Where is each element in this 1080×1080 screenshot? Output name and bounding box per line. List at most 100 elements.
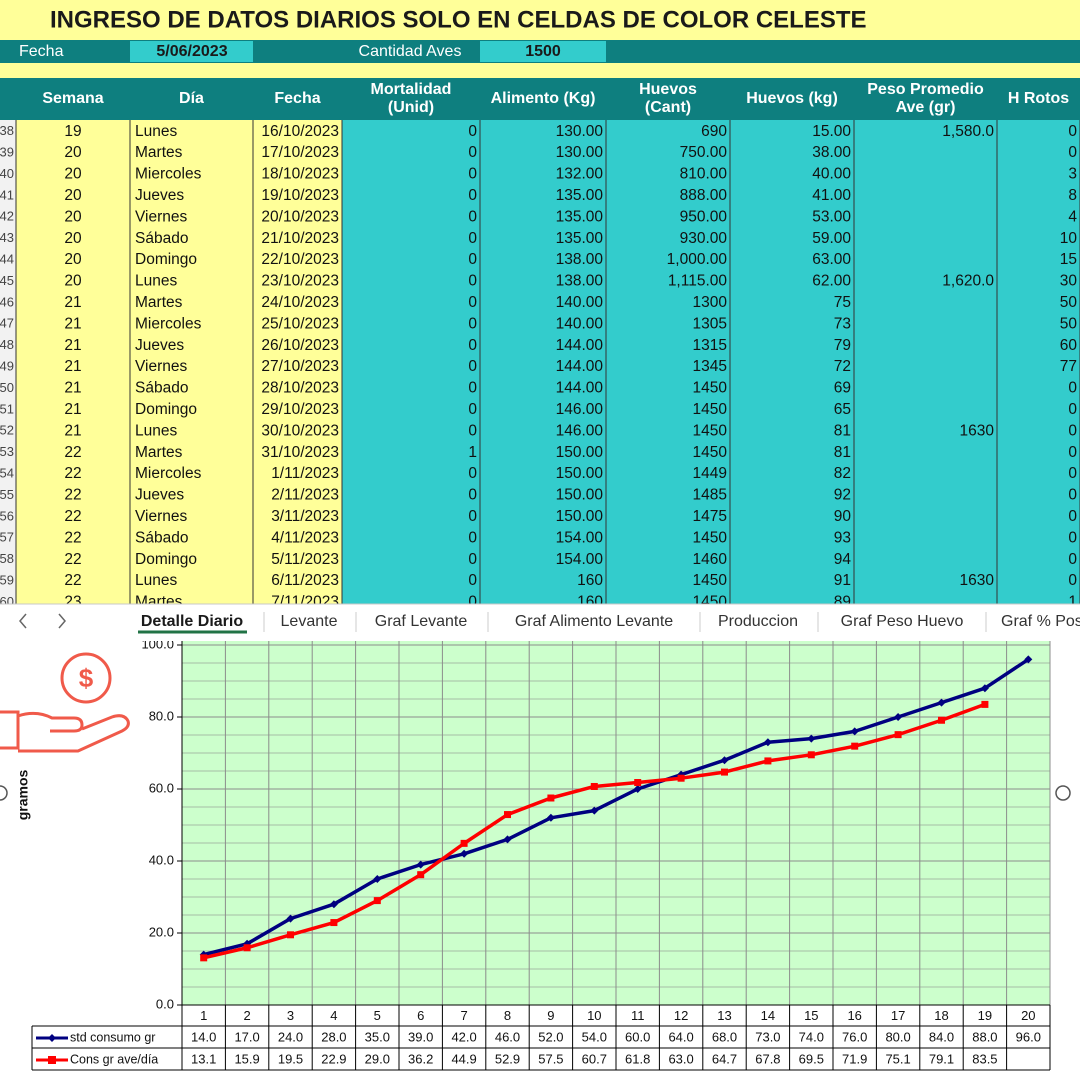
column-fill <box>730 120 854 604</box>
cell: 91 <box>834 572 851 589</box>
cell: 20 <box>64 166 82 183</box>
cell: 0 <box>1068 508 1077 525</box>
data-table-value: 75.1 <box>885 1051 910 1066</box>
point-marker <box>981 700 989 708</box>
row-number: 50 <box>0 380 14 395</box>
cell: Martes <box>135 444 183 461</box>
cell: 4 <box>1068 208 1077 225</box>
cell: Domingo <box>135 551 197 568</box>
sheet-tab[interactable]: Graf Levante <box>375 613 468 630</box>
sheet-tab[interactable]: Detalle Diario <box>141 613 243 630</box>
cell: 16/10/2023 <box>261 123 339 140</box>
cell: 7/11/2023 <box>271 594 339 611</box>
sheet-title: INGRESO DE DATOS DIARIOS SOLO EN CELDAS … <box>50 6 867 33</box>
cell: 28/10/2023 <box>261 380 339 397</box>
row-header-strip <box>0 120 16 604</box>
cell: 1 <box>468 444 477 461</box>
cell: 1450 <box>693 572 728 589</box>
legend-key-marker <box>48 1034 56 1042</box>
column-header: Peso Promedio <box>867 81 984 98</box>
cell: 150.00 <box>556 444 604 461</box>
point-marker <box>851 742 859 750</box>
cell: 1630 <box>960 422 995 439</box>
sheet-tab[interactable]: Produccion <box>718 613 798 630</box>
cell: 0 <box>468 529 477 546</box>
data-table-value: 15.9 <box>234 1051 259 1066</box>
cell: Domingo <box>135 401 197 418</box>
data-table-value: 29.0 <box>365 1051 390 1066</box>
cell: 1,115.00 <box>668 273 728 290</box>
column-header: Mortalidad <box>371 81 452 98</box>
cell: Viernes <box>135 208 188 225</box>
cell: 90 <box>834 508 852 525</box>
cell: 160 <box>577 594 603 611</box>
y-tick-label: 60.0 <box>149 780 174 795</box>
column-header: H Rotos <box>1008 90 1069 107</box>
x-tick-label: 1 <box>200 1008 207 1023</box>
x-tick-label: 15 <box>804 1008 818 1023</box>
cell: 69 <box>834 380 851 397</box>
column-fill <box>997 120 1080 604</box>
row-number: 54 <box>0 466 14 481</box>
sheet-tab[interactable]: Levante <box>281 613 338 630</box>
x-tick-label: 10 <box>587 1008 601 1023</box>
cell: 15 <box>1060 251 1077 268</box>
cell: 4/11/2023 <box>271 529 339 546</box>
column-fill <box>342 120 480 604</box>
data-table-value: 80.0 <box>885 1029 910 1044</box>
fecha-cell <box>130 41 253 62</box>
sheet-tab[interactable]: Graf % Pos <box>1001 613 1080 630</box>
x-tick-label: 8 <box>504 1008 511 1023</box>
row-number: 56 <box>0 508 14 523</box>
column-fill <box>480 120 606 604</box>
cell: 1485 <box>693 487 727 504</box>
x-tick-label: 4 <box>330 1008 337 1023</box>
cell: 140.00 <box>556 294 604 311</box>
cell: 0 <box>468 358 477 375</box>
sheet-tab[interactable]: Graf Alimento Levante <box>515 613 673 630</box>
resize-handle[interactable] <box>0 785 8 801</box>
cell: 20 <box>64 144 82 161</box>
cell: 89 <box>834 594 851 611</box>
cell: 1,620.0 <box>942 273 994 290</box>
sheet-tab[interactable]: Graf Peso Huevo <box>841 613 964 630</box>
cell: Martes <box>135 294 183 311</box>
point-marker <box>721 768 728 776</box>
point-marker <box>677 774 685 782</box>
cell: 0 <box>1068 487 1077 504</box>
column-header: Alimento (Kg) <box>491 90 596 107</box>
column-fill <box>16 120 130 604</box>
data-table-value: 22.9 <box>321 1051 346 1066</box>
x-tick-label: 16 <box>847 1008 861 1023</box>
column-header: Huevos <box>639 81 697 98</box>
point-marker <box>894 713 903 721</box>
cell: Martes <box>135 144 183 161</box>
cell: 0 <box>468 208 477 225</box>
row-number: 47 <box>0 316 14 331</box>
resize-handle[interactable] <box>1055 785 1071 801</box>
cell: Jueves <box>135 487 184 504</box>
spreadsheet: INGRESO DE DATOS DIARIOS SOLO EN CELDAS … <box>0 0 1080 611</box>
cell: 135.00 <box>556 230 604 247</box>
cell: 1,000.00 <box>667 251 728 268</box>
cell: 94 <box>834 551 852 568</box>
data-table-value: 28.0 <box>321 1029 346 1044</box>
sheet-tabs: Detalle Diario Levante Graf Levante Graf Al… <box>0 603 1080 641</box>
point-marker <box>373 875 382 883</box>
legend-label: std consumo gr <box>70 1030 155 1044</box>
cell: 135.00 <box>556 208 604 225</box>
tab-bar <box>0 604 1080 641</box>
column-header: (Cant) <box>645 99 691 116</box>
y-tick-label: 40.0 <box>149 852 174 867</box>
cell: 1 <box>1068 594 1077 611</box>
money-hand-icon: $ <box>0 652 130 753</box>
cell: 59.00 <box>812 230 851 247</box>
data-table-value: 24.0 <box>278 1029 303 1044</box>
tab-next[interactable] <box>58 613 66 629</box>
tab-prev[interactable] <box>19 613 27 629</box>
cell: Lunes <box>135 273 177 290</box>
cell: 50 <box>1060 315 1078 332</box>
cell: 3/11/2023 <box>271 508 339 525</box>
cell: 1630 <box>960 572 995 589</box>
cell: 146.00 <box>556 422 604 439</box>
